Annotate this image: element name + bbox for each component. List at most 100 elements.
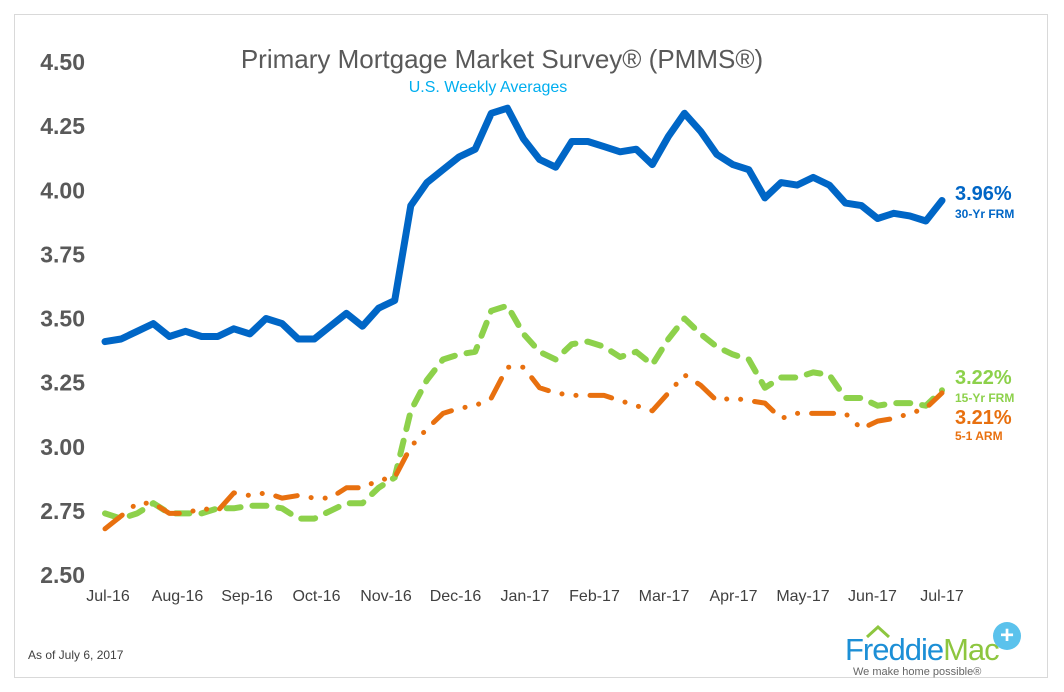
series-name-label: 15-Yr FRM bbox=[955, 391, 1014, 405]
data-point bbox=[843, 201, 847, 205]
data-point bbox=[876, 404, 880, 408]
data-point bbox=[377, 486, 381, 490]
data-point bbox=[908, 401, 912, 405]
data-point bbox=[167, 334, 171, 338]
data-point bbox=[264, 491, 268, 495]
y-tick-label: 3.50 bbox=[40, 306, 85, 332]
data-point bbox=[602, 393, 606, 397]
data-point bbox=[586, 140, 590, 144]
data-point bbox=[457, 406, 461, 410]
data-point bbox=[811, 370, 815, 374]
data-point bbox=[425, 427, 429, 431]
data-point bbox=[151, 501, 155, 505]
data-point bbox=[296, 337, 300, 341]
data-point bbox=[634, 350, 638, 354]
data-point bbox=[522, 365, 526, 369]
data-point bbox=[505, 365, 509, 369]
series-lines bbox=[101, 104, 946, 532]
data-point bbox=[779, 417, 783, 421]
data-point bbox=[312, 496, 316, 500]
x-tick-label: Feb-17 bbox=[569, 588, 620, 605]
data-point bbox=[248, 504, 252, 508]
data-point bbox=[425, 378, 429, 382]
data-point bbox=[344, 501, 348, 505]
data-point bbox=[682, 373, 686, 377]
data-point bbox=[216, 509, 220, 513]
series-line-30-yr-frm bbox=[101, 104, 946, 346]
data-point bbox=[232, 491, 236, 495]
data-point bbox=[232, 327, 236, 331]
data-point bbox=[280, 322, 284, 326]
data-point bbox=[103, 511, 107, 515]
data-point bbox=[522, 137, 526, 141]
data-point bbox=[183, 511, 187, 515]
data-point bbox=[715, 152, 719, 156]
data-point bbox=[167, 511, 171, 515]
data-point bbox=[538, 157, 542, 161]
data-point bbox=[554, 358, 558, 362]
data-point bbox=[699, 332, 703, 336]
data-point bbox=[731, 163, 735, 167]
end-value-label: 3.21% bbox=[955, 407, 1012, 429]
data-point bbox=[779, 181, 783, 185]
series-name-label: 5-1 ARM bbox=[955, 429, 1003, 443]
data-point bbox=[650, 409, 654, 413]
data-point bbox=[699, 383, 703, 387]
x-tick-label: Oct-16 bbox=[292, 588, 340, 605]
data-point bbox=[344, 311, 348, 315]
data-point bbox=[860, 396, 864, 400]
data-point bbox=[119, 514, 123, 518]
data-point bbox=[699, 129, 703, 133]
data-point bbox=[747, 358, 751, 362]
x-tick-label: Dec-16 bbox=[430, 588, 482, 605]
data-point bbox=[650, 163, 654, 167]
data-point bbox=[586, 393, 590, 397]
x-tick-label: Jun-17 bbox=[848, 588, 897, 605]
x-tick-label: Apr-17 bbox=[709, 588, 757, 605]
data-point bbox=[473, 404, 477, 408]
data-point bbox=[103, 527, 107, 531]
plus-icon: + bbox=[993, 622, 1021, 650]
data-point bbox=[570, 140, 574, 144]
data-point bbox=[940, 199, 944, 203]
data-point bbox=[682, 111, 686, 115]
data-point bbox=[425, 181, 429, 185]
data-point bbox=[473, 147, 477, 151]
data-point bbox=[860, 427, 864, 431]
data-point bbox=[876, 216, 880, 220]
data-point bbox=[312, 517, 316, 521]
data-point bbox=[795, 183, 799, 187]
chart-subtitle: U.S. Weekly Averages bbox=[408, 79, 568, 96]
chart-title: Primary Mortgage Market Survey® (PMMS®) bbox=[240, 44, 764, 74]
data-point bbox=[602, 145, 606, 149]
data-point bbox=[892, 417, 896, 421]
y-tick-label: 2.50 bbox=[40, 562, 85, 588]
data-point bbox=[441, 168, 445, 172]
data-point bbox=[602, 345, 606, 349]
y-tick-label: 2.75 bbox=[40, 498, 85, 524]
data-point bbox=[618, 355, 622, 359]
data-point bbox=[280, 496, 284, 500]
data-point bbox=[393, 476, 397, 480]
y-tick-label: 4.50 bbox=[40, 49, 85, 75]
data-point bbox=[795, 411, 799, 415]
data-point bbox=[666, 134, 670, 138]
y-tick-label: 3.25 bbox=[40, 370, 85, 396]
x-tick-label: Jan-17 bbox=[501, 588, 550, 605]
data-point bbox=[135, 501, 139, 505]
data-point bbox=[827, 411, 831, 415]
house-roof-icon bbox=[865, 624, 891, 638]
data-point bbox=[650, 363, 654, 367]
data-point bbox=[296, 517, 300, 521]
data-point bbox=[264, 504, 268, 508]
data-point bbox=[827, 183, 831, 187]
data-point bbox=[892, 211, 896, 215]
data-point bbox=[409, 204, 413, 208]
data-point bbox=[634, 404, 638, 408]
logo-tagline: We make home possible® bbox=[853, 666, 982, 678]
data-point bbox=[119, 337, 123, 341]
data-point bbox=[457, 155, 461, 159]
data-point bbox=[860, 204, 864, 208]
data-point bbox=[409, 409, 413, 413]
